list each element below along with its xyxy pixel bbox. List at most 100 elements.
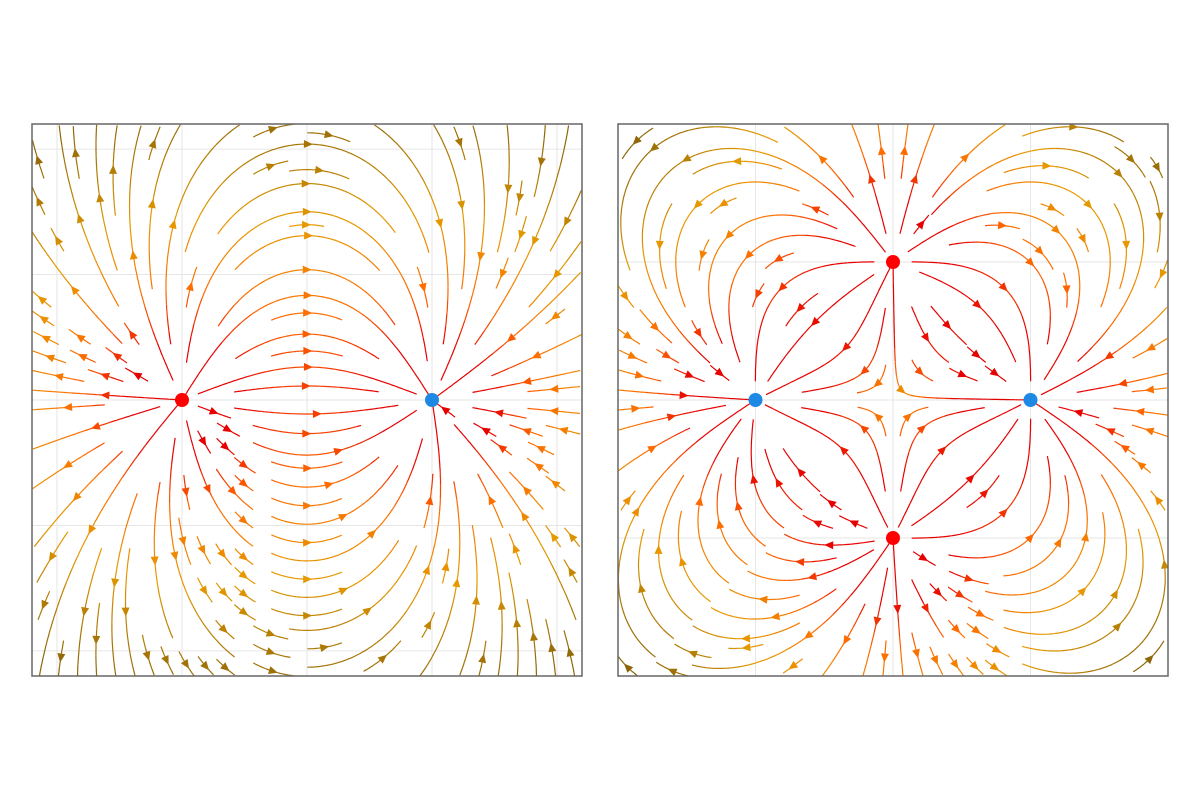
field-line-segment bbox=[1062, 236, 1072, 249]
field-line-segment bbox=[800, 168, 813, 178]
field-line-segment bbox=[150, 275, 153, 290]
arrow-head bbox=[478, 653, 487, 664]
field-line bbox=[1131, 457, 1152, 474]
field-line-segment bbox=[149, 209, 153, 224]
field-line-segment bbox=[643, 208, 648, 222]
field-line-segment bbox=[451, 377, 463, 387]
field-line-segment bbox=[841, 289, 853, 299]
field-line-segment bbox=[572, 241, 582, 253]
field-line-segment bbox=[1128, 481, 1137, 494]
field-line-segment bbox=[697, 395, 711, 398]
field-line-segment bbox=[423, 515, 428, 529]
field-line-segment bbox=[736, 221, 749, 230]
field-line-segment bbox=[921, 510, 934, 519]
field-line-segment bbox=[255, 191, 268, 199]
field-line-segment bbox=[618, 589, 622, 603]
field-line-segment bbox=[377, 212, 388, 223]
field-line-segment bbox=[737, 403, 750, 412]
field-line-segment bbox=[252, 442, 266, 449]
field-line-segment bbox=[201, 286, 208, 299]
arrow-head bbox=[679, 391, 689, 400]
field-line-segment bbox=[180, 188, 188, 201]
arrow-head bbox=[915, 220, 925, 230]
arrow-head bbox=[965, 474, 975, 484]
field-line-segment bbox=[755, 354, 757, 369]
field-line-segment bbox=[1074, 645, 1088, 650]
field-line bbox=[215, 468, 254, 511]
field-line-segment bbox=[386, 252, 395, 265]
field-line bbox=[533, 125, 546, 198]
field-line bbox=[234, 548, 254, 565]
field-line-segment bbox=[34, 443, 48, 449]
field-line-segment bbox=[270, 315, 284, 321]
field-line-segment bbox=[137, 280, 142, 294]
field-line-segment bbox=[506, 125, 509, 139]
arrow-head bbox=[881, 653, 889, 663]
field-line-segment bbox=[1127, 602, 1136, 615]
field-line-segment bbox=[400, 481, 408, 495]
arrow-head bbox=[568, 532, 578, 543]
field-line-segment bbox=[32, 389, 46, 392]
field-line-segment bbox=[177, 569, 184, 583]
field-line-segment bbox=[642, 490, 651, 502]
field-line bbox=[215, 619, 235, 640]
field-line-segment bbox=[1055, 349, 1063, 362]
arrow-head bbox=[112, 352, 123, 362]
field-line-segment bbox=[986, 186, 1000, 192]
field-line-segment bbox=[821, 305, 833, 316]
field-line bbox=[72, 126, 80, 179]
field-line-segment bbox=[754, 242, 766, 251]
field-line-segment bbox=[288, 628, 303, 631]
field-line-segment bbox=[462, 151, 466, 161]
arrow-head bbox=[1137, 461, 1147, 471]
field-line-segment bbox=[721, 404, 727, 407]
field-line-segment bbox=[466, 439, 477, 450]
field-line-segment bbox=[401, 412, 414, 421]
field-line-segment bbox=[271, 497, 284, 504]
field-line-segment bbox=[947, 165, 958, 177]
field-line-segment bbox=[373, 298, 384, 310]
field-line-segment bbox=[710, 187, 723, 195]
field-line-segment bbox=[882, 580, 886, 594]
field-line-segment bbox=[148, 318, 154, 332]
field-line-segment bbox=[432, 537, 437, 551]
field-line-segment bbox=[157, 343, 164, 357]
field-line-segment bbox=[1134, 162, 1144, 174]
field-line-segment bbox=[478, 151, 483, 165]
field-line-segment bbox=[862, 670, 865, 676]
field-line bbox=[1095, 423, 1125, 438]
field-line-segment bbox=[322, 610, 337, 615]
field-line-segment bbox=[862, 274, 875, 283]
field-line bbox=[654, 474, 693, 621]
arrow-head bbox=[1146, 343, 1156, 351]
field-line-segment bbox=[628, 455, 641, 464]
field-line-segment bbox=[765, 552, 773, 557]
arrow-head bbox=[750, 474, 759, 484]
field-line bbox=[111, 493, 138, 676]
field-line-segment bbox=[157, 481, 161, 496]
field-line-segment bbox=[549, 248, 552, 252]
field-line-segment bbox=[134, 409, 148, 415]
field-line-segment bbox=[112, 257, 118, 271]
field-line-segment bbox=[253, 625, 266, 633]
field-line-segment bbox=[1067, 325, 1074, 338]
field-line-segment bbox=[569, 202, 577, 215]
field-line-segment bbox=[1029, 148, 1043, 152]
field-line-segment bbox=[32, 231, 39, 242]
field-line-segment bbox=[1033, 522, 1042, 535]
field-line-segment bbox=[244, 197, 257, 206]
field-line-segment bbox=[819, 431, 832, 441]
field-line-segment bbox=[38, 407, 53, 410]
field-line-segment bbox=[796, 539, 810, 544]
field-line-segment bbox=[426, 653, 435, 666]
field-line-segment bbox=[463, 649, 469, 663]
field-line-segment bbox=[852, 281, 864, 291]
field-line bbox=[57, 640, 66, 676]
field-line-segment bbox=[998, 593, 1012, 596]
arrow-head bbox=[532, 235, 540, 246]
field-line bbox=[675, 181, 800, 308]
field-line-segment bbox=[828, 165, 839, 177]
field-line-segment bbox=[89, 246, 96, 260]
arrow-head bbox=[57, 653, 66, 663]
arrow-head bbox=[740, 634, 751, 643]
